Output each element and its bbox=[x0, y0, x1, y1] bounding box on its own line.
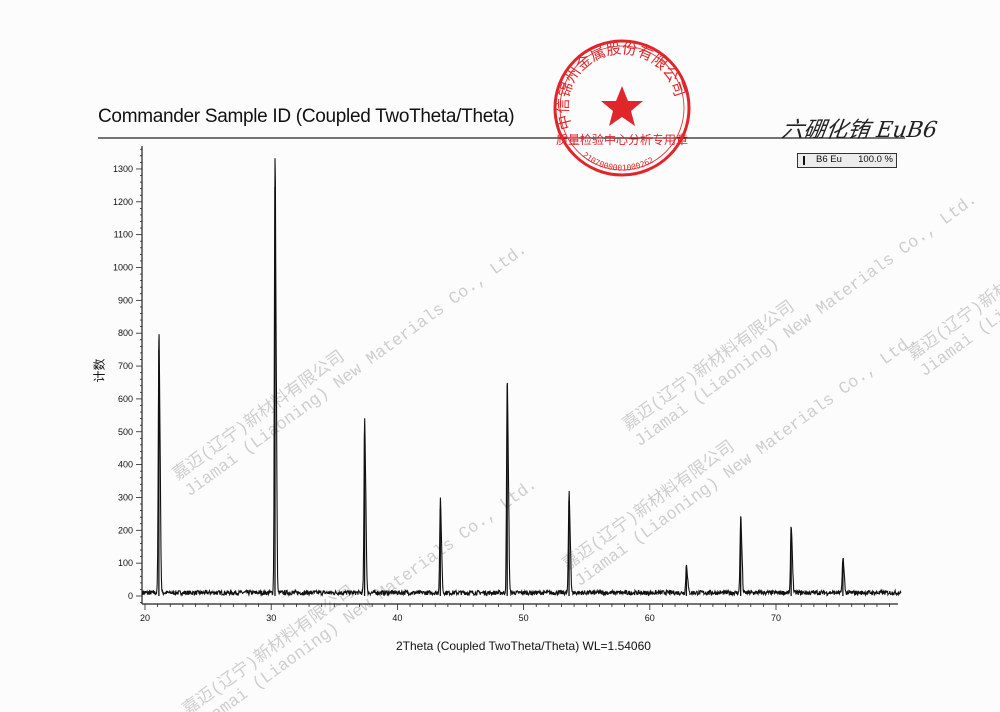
legend-marker bbox=[803, 156, 805, 165]
company-stamp: 中信锦州金属股份有限公司 质量检验中心分析专用章 210700000100026… bbox=[553, 39, 691, 177]
stamp-outer-text: 中信锦州金属股份有限公司 bbox=[554, 39, 689, 132]
y-tick-label: 300 bbox=[118, 492, 133, 502]
x-axis-label: 2Theta (Coupled TwoTheta/Theta) WL=1.540… bbox=[396, 639, 651, 653]
y-tick-label: 200 bbox=[118, 525, 133, 535]
chart-title: Commander Sample ID (Coupled TwoTheta/Th… bbox=[98, 106, 515, 127]
x-tick-label: 50 bbox=[519, 613, 529, 623]
x-tick-label: 20 bbox=[140, 613, 150, 623]
y-tick-label: 700 bbox=[118, 361, 133, 371]
x-tick-label: 60 bbox=[645, 613, 655, 623]
x-tick-label: 30 bbox=[266, 613, 276, 623]
legend-name: B6 Eu bbox=[816, 154, 842, 165]
y-tick-label: 1000 bbox=[113, 263, 133, 273]
y-tick-label: 500 bbox=[118, 427, 133, 437]
svg-text:中信锦州金属股份有限公司: 中信锦州金属股份有限公司 bbox=[554, 39, 689, 132]
y-tick-label: 800 bbox=[118, 328, 133, 338]
legend: B6 Eu 100.0 % bbox=[797, 153, 897, 168]
y-tick-label: 1300 bbox=[113, 164, 133, 174]
legend-percent: 100.0 % bbox=[858, 154, 893, 165]
series-trace bbox=[141, 158, 902, 597]
x-tick-label: 70 bbox=[771, 613, 781, 623]
y-tick-label: 400 bbox=[118, 460, 133, 470]
stamp-inner-text: 质量检验中心分析专用章 bbox=[556, 132, 688, 147]
y-tick-label: 100 bbox=[118, 558, 133, 568]
y-tick-label: 1100 bbox=[114, 230, 133, 240]
y-tick-label: 1200 bbox=[113, 197, 133, 207]
x-tick-label: 40 bbox=[392, 613, 402, 623]
y-tick-label: 600 bbox=[118, 394, 133, 404]
y-tick-label: 0 bbox=[128, 591, 133, 601]
y-tick-label: 900 bbox=[118, 295, 133, 305]
